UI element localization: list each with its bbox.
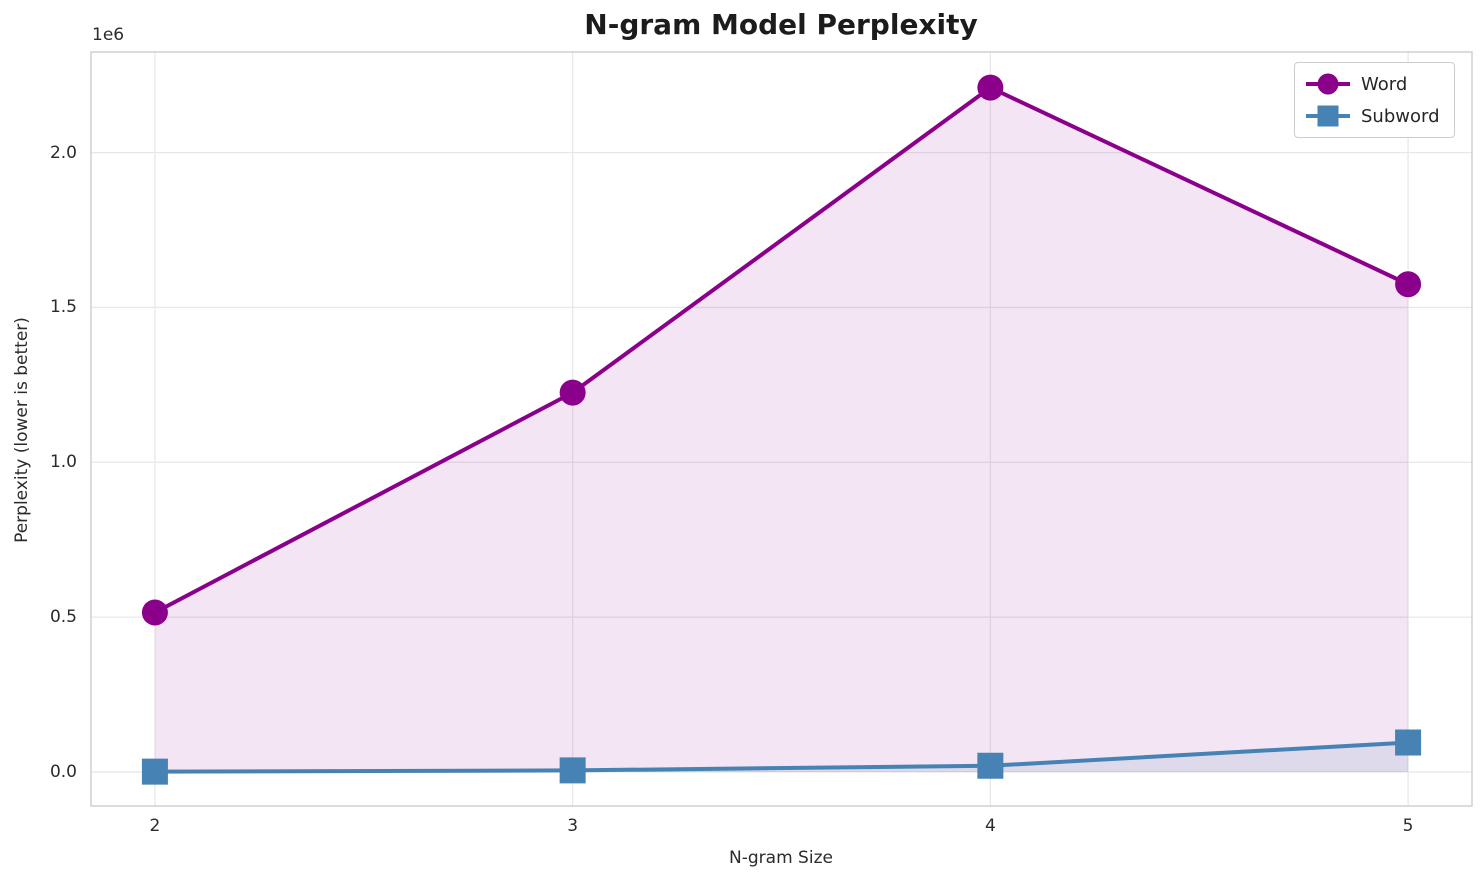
y-tick-label: 1.5 <box>49 297 77 318</box>
series-fills <box>154 87 1409 772</box>
subword-area-fill <box>154 742 1409 772</box>
word-line <box>152 85 1411 615</box>
gridlines <box>91 52 1472 806</box>
word-marker <box>977 74 1004 101</box>
y-tick-label: 0.0 <box>49 761 77 782</box>
legend: Word Subword <box>1294 62 1455 138</box>
chart-title: N-gram Model Perplexity <box>584 8 978 41</box>
x-axis-label: N-gram Size <box>729 848 833 868</box>
x-tick-label: 3 <box>567 816 579 836</box>
y-axis-label: Perplexity (lower is better) <box>12 317 32 543</box>
subword-marker <box>141 758 168 785</box>
legend-item-label: Subword <box>1361 105 1440 127</box>
subword-marker <box>559 757 586 784</box>
word-area-fill <box>154 87 1409 772</box>
word-marker <box>141 599 168 626</box>
subword-line <box>152 740 1411 774</box>
y-tick-label: 1.0 <box>49 452 77 473</box>
series-lines-and-markers <box>141 74 1422 785</box>
legend-item-word: Word <box>1305 69 1440 99</box>
subword-marker <box>977 752 1004 779</box>
subword-legend-marker-icon <box>1306 105 1350 127</box>
x-tick-label: 5 <box>1402 816 1414 836</box>
legend-item-label: Word <box>1361 73 1408 95</box>
axes-spines <box>90 51 1473 807</box>
legend-item-subword: Subword <box>1305 101 1440 131</box>
y-axis-offset-label: 1e6 <box>92 25 125 45</box>
y-tick-label: 0.5 <box>49 607 77 628</box>
x-tick-label: 4 <box>984 816 996 836</box>
word-marker <box>559 379 586 406</box>
subword-marker <box>1395 729 1422 756</box>
word-legend-marker-icon <box>1306 73 1350 95</box>
x-tick-label: 2 <box>149 816 161 836</box>
y-tick-label: 2.0 <box>49 142 77 163</box>
plot-border <box>90 51 1473 807</box>
word-marker <box>1395 271 1422 298</box>
